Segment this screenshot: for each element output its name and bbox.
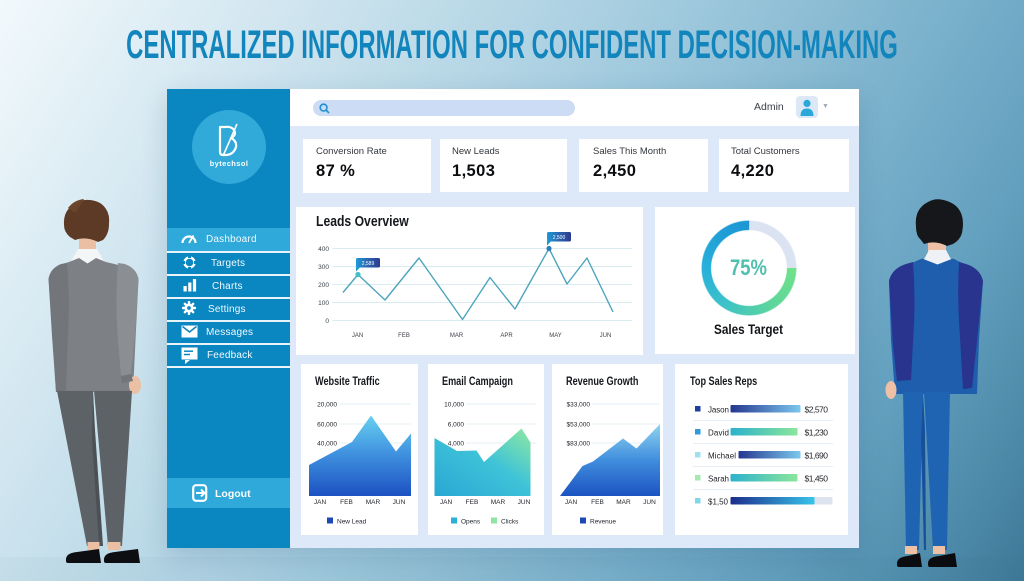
svg-text:JAN: JAN xyxy=(565,499,578,506)
svg-text:FEB: FEB xyxy=(340,499,353,506)
svg-text:$83,000: $83,000 xyxy=(567,441,591,448)
svg-text:Jason: Jason xyxy=(708,406,729,415)
svg-text:MAY: MAY xyxy=(549,333,562,339)
svg-text:Clicks: Clicks xyxy=(501,519,519,526)
svg-text:MAR: MAR xyxy=(450,333,464,339)
svg-text:100: 100 xyxy=(318,300,329,307)
svg-text:60,000: 60,000 xyxy=(317,422,337,429)
svg-text:David: David xyxy=(708,429,729,438)
svg-text:Opens: Opens xyxy=(461,519,481,526)
svg-text:JUN: JUN xyxy=(393,499,406,506)
svg-text:$1,450: $1,450 xyxy=(805,474,829,484)
svg-text:0: 0 xyxy=(325,318,329,325)
svg-text:Revenue: Revenue xyxy=(590,519,616,526)
svg-text:40,000: 40,000 xyxy=(317,441,337,448)
svg-text:Sarah: Sarah xyxy=(708,475,729,484)
svg-text:300: 300 xyxy=(318,264,329,271)
svg-text:200: 200 xyxy=(318,282,329,289)
svg-text:MAR: MAR xyxy=(616,499,631,506)
svg-text:4,000: 4,000 xyxy=(448,441,465,448)
svg-text:$1,50: $1,50 xyxy=(708,498,729,507)
svg-text:JUN: JUN xyxy=(600,333,612,339)
svg-text:6,000: 6,000 xyxy=(448,422,465,429)
svg-text:MAR: MAR xyxy=(366,499,381,506)
svg-text:2,500: 2,500 xyxy=(553,235,566,241)
svg-text:400: 400 xyxy=(318,246,329,253)
svg-text:FEB: FEB xyxy=(398,333,410,339)
svg-text:JAN: JAN xyxy=(352,333,363,339)
svg-text:FEB: FEB xyxy=(466,499,479,506)
svg-text:Michael: Michael xyxy=(708,452,736,461)
svg-text:FEB: FEB xyxy=(591,499,604,506)
svg-text:20,000: 20,000 xyxy=(317,402,337,409)
svg-text:New Lead: New Lead xyxy=(337,519,367,526)
svg-text:JAN: JAN xyxy=(440,499,453,506)
svg-text:2,589: 2,589 xyxy=(362,261,375,267)
svg-text:$53,000: $53,000 xyxy=(567,422,591,429)
svg-text:$1,690: $1,690 xyxy=(805,451,829,461)
svg-text:JAN: JAN xyxy=(314,499,327,506)
svg-text:$2,570: $2,570 xyxy=(805,405,829,415)
svg-text:10,000: 10,000 xyxy=(444,402,464,409)
svg-text:$1,230: $1,230 xyxy=(805,428,829,438)
svg-text:$33,000: $33,000 xyxy=(567,402,591,409)
svg-text:APR: APR xyxy=(500,333,513,339)
svg-text:JUN: JUN xyxy=(643,499,656,506)
svg-text:JUN: JUN xyxy=(518,499,531,506)
svg-text:MAR: MAR xyxy=(491,499,506,506)
